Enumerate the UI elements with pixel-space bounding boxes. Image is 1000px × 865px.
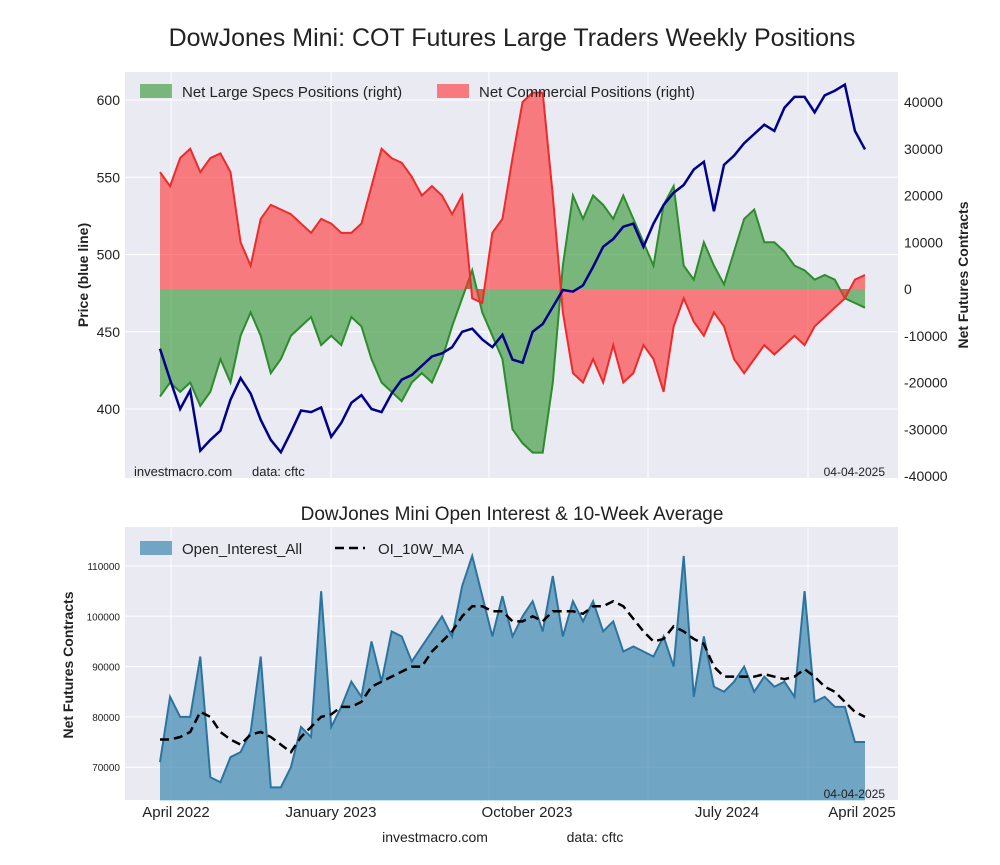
footer-data: data: cftc <box>567 829 624 845</box>
net-large-specs-fill <box>160 186 865 453</box>
y-right-tick-label: -40000 <box>904 468 948 484</box>
y-right-tick-label: 0 <box>904 281 912 297</box>
y-tick-label: 110000 <box>87 562 120 573</box>
y-axis-label-2: Net Futures Contracts <box>60 591 76 738</box>
y-axis-label: Price (blue line) <box>75 223 91 327</box>
y-right-tick-label: 40000 <box>904 94 943 110</box>
y-tick-label: 450 <box>97 324 121 340</box>
oi-10w-ma-line <box>160 599 866 754</box>
date-annotation-2: 04-04-2025 <box>824 787 886 801</box>
y-tick-label: 80000 <box>92 713 120 724</box>
y-right-tick-label: 10000 <box>904 234 943 250</box>
source-annotation: investmacro.com <box>134 464 232 479</box>
open-interest-line <box>159 552 865 789</box>
legend-label-ma: OI_10W_MA <box>378 541 464 558</box>
date-annotation: 04-04-2025 <box>824 465 886 479</box>
data-annotation: data: cftc <box>252 464 305 479</box>
y-tick-label: 90000 <box>92 663 120 674</box>
y-right-tick-label: -10000 <box>904 328 948 344</box>
price-line <box>158 82 867 455</box>
net-commercial-fill <box>160 92 865 392</box>
y-tick-label: 400 <box>97 401 121 417</box>
y-tick-label: 100000 <box>87 612 121 623</box>
chart-title-1: DowJones Mini: COT Futures Large Traders… <box>169 24 856 52</box>
legend-swatch-specs <box>140 84 172 98</box>
legend-label-commercial: Net Commercial Positions (right) <box>479 84 695 101</box>
net-commercial-line <box>159 91 866 393</box>
y-tick-label: 70000 <box>92 763 120 774</box>
legend-label-specs: Net Large Specs Positions (right) <box>182 84 402 101</box>
open-interest-fill <box>160 555 865 801</box>
y-tick-label: 600 <box>97 92 121 108</box>
y-right-tick-label: -30000 <box>904 421 948 437</box>
y-right-tick-label: 30000 <box>904 141 943 157</box>
x-tick-label: April 2025 <box>828 804 896 821</box>
x-tick-label: January 2023 <box>286 804 377 821</box>
legend-swatch-commercial <box>437 84 469 98</box>
chart-title-2: DowJones Mini Open Interest & 10-Week Av… <box>301 504 724 525</box>
legend-swatch-oi <box>140 541 172 555</box>
y-right-tick-label: 20000 <box>904 188 943 204</box>
x-tick-label: October 2023 <box>482 804 573 821</box>
y-tick-label: 500 <box>97 247 121 263</box>
y-right-tick-label: -20000 <box>904 375 948 391</box>
net-large-specs-line <box>159 182 866 454</box>
y-right-axis-label: Net Futures Contracts <box>955 201 971 348</box>
legend-label-oi: Open_Interest_All <box>182 541 302 558</box>
y-tick-label: 550 <box>97 169 121 185</box>
footer-source: investmacro.com <box>382 829 488 845</box>
x-tick-label: April 2022 <box>142 804 210 821</box>
x-tick-label: July 2024 <box>695 804 759 821</box>
